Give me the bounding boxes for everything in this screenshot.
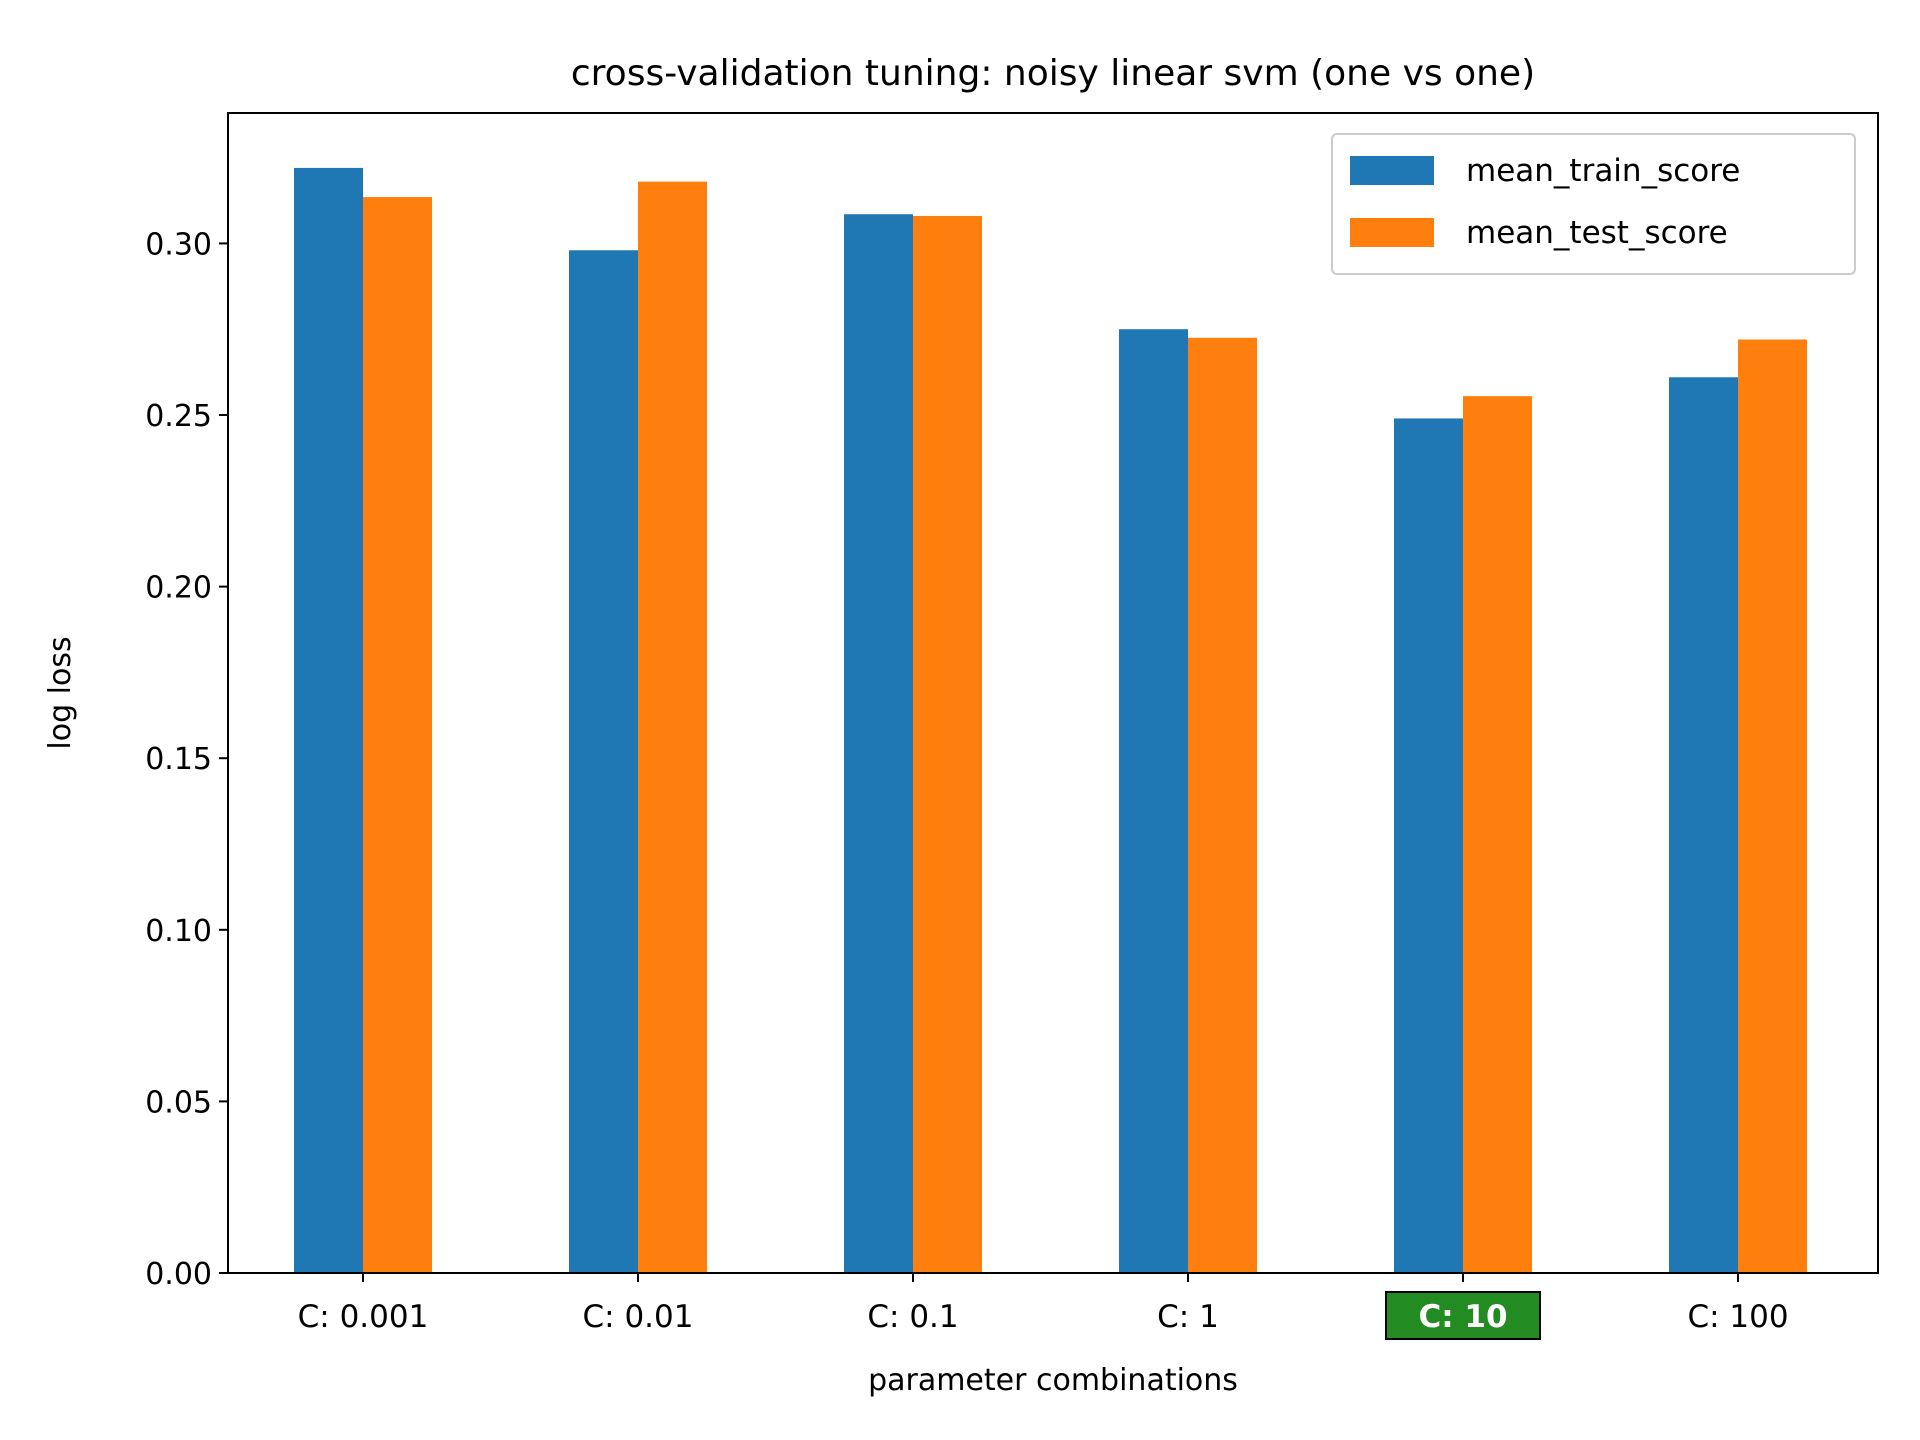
bar-train-5: [1669, 377, 1738, 1273]
bars-group: [294, 167, 1807, 1274]
x-axis-label: parameter combinations: [868, 1363, 1238, 1398]
legend-label-test: mean_test_score: [1466, 215, 1728, 251]
y-tick-label-1: 0.05: [145, 1085, 212, 1120]
bar-train-4: [1394, 418, 1463, 1273]
x-tick-label-5: C: 100: [1687, 1299, 1788, 1335]
x-tick-label-2: C: 0.1: [867, 1299, 958, 1335]
x-tick-label-1: C: 0.01: [583, 1299, 694, 1335]
bar-train-0: [294, 167, 363, 1273]
legend-swatch-test: [1350, 218, 1434, 247]
legend-label-train: mean_train_score: [1466, 153, 1740, 189]
chart-title: cross-validation tuning: noisy linear sv…: [571, 53, 1535, 94]
bar-train-1: [569, 250, 638, 1274]
x-tick-label-4: C: 10: [1418, 1299, 1507, 1335]
legend-frame: [1331, 133, 1856, 275]
bar-test-5: [1738, 339, 1807, 1273]
y-tick-label-5: 0.25: [145, 399, 212, 434]
x-tick-label-3: C: 1: [1157, 1299, 1219, 1335]
bar-test-3: [1188, 337, 1257, 1273]
bar-test-2: [913, 215, 982, 1273]
x-tick-label-0: C: 0.001: [298, 1299, 429, 1335]
y-axis-label: log loss: [43, 636, 78, 749]
bar-train-2: [844, 214, 913, 1274]
bar-test-1: [638, 181, 707, 1274]
bar-test-4: [1463, 396, 1532, 1273]
legend-swatch-train: [1350, 156, 1434, 185]
y-tick-label-0: 0.00: [145, 1257, 212, 1292]
bar-train-3: [1119, 329, 1188, 1273]
y-tick-label-2: 0.10: [145, 914, 212, 949]
legend: mean_train_score mean_test_score: [1331, 133, 1856, 275]
y-tick-label-4: 0.20: [145, 571, 212, 606]
x-tick-highlight-box: [1385, 1291, 1541, 1340]
plot-frame: [227, 112, 1879, 1274]
bar-test-0: [363, 197, 432, 1273]
y-tick-label-6: 0.30: [145, 227, 212, 262]
y-tick-label-3: 0.15: [145, 742, 212, 777]
y-axis: 0.00 0.05 0.10 0.15 0.20 0.25 0.30: [145, 227, 228, 1292]
x-axis: C: 0.001 C: 0.01 C: 0.1 C: 1 C: 10 C: 100: [298, 1273, 1789, 1340]
